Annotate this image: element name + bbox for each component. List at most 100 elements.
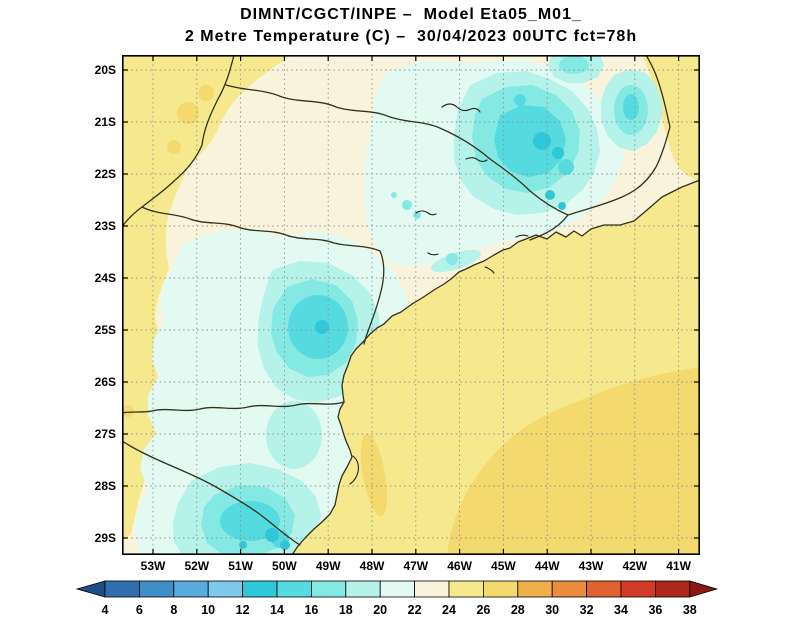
colorbar-segment [207, 580, 243, 598]
field-16-18 [413, 211, 421, 219]
ocean-warm-core-26-28 [447, 367, 700, 555]
lat-label-25S: 25S [94, 323, 116, 337]
colorbar-tick-label: 22 [408, 603, 422, 617]
lat-label-22S: 22S [94, 167, 116, 181]
field-12-14 [315, 320, 329, 334]
lat-label-20S: 20S [94, 63, 116, 77]
colorbar-segment [139, 580, 175, 598]
colorbar-tick-label: 28 [511, 603, 525, 617]
colorbar-arrow-left [75, 580, 106, 598]
colorbar-tick-label: 16 [304, 603, 318, 617]
lon-axis: 53W 52W 51W 50W 49W 48W 47W 46W 45W 44W 43W 42W 41W [122, 559, 700, 575]
field-layer [122, 55, 700, 555]
lat-axis: 20S 21S 22S 23S 24S 25S 26S 27S 28S 29S [78, 55, 118, 555]
colorbar-segment [379, 580, 416, 598]
field-14-16 [558, 159, 574, 175]
colorbar-segment [310, 580, 347, 598]
island-mark-florianopolis [349, 455, 359, 485]
colorbar-tick-label: 32 [580, 603, 594, 617]
colorbar-tick-label: 12 [236, 603, 250, 617]
reservoir-squiggle [465, 157, 488, 163]
title-line-2: 2 Metre Temperature (C) – 30/04/2023 00U… [184, 28, 638, 45]
field-14-16 [623, 94, 639, 120]
colorbar-segment [482, 580, 519, 598]
colorbar-tick-label: 26 [476, 603, 490, 617]
ocean-warm-tongue-26-28 [360, 433, 388, 517]
lon-label-46W: 46W [447, 559, 472, 573]
grid-lines [122, 55, 700, 555]
field-14-16 [494, 105, 566, 177]
colorbar-segment [414, 580, 450, 598]
lon-label-42W: 42W [622, 559, 648, 573]
colorbar-segment [104, 580, 140, 598]
field-14-16 [529, 110, 539, 120]
colorbar-segment [586, 580, 622, 598]
lon-label-47W: 47W [403, 559, 429, 573]
state-border-mg-sp-rj-es [225, 55, 671, 216]
field-16-18 [402, 200, 412, 210]
lat-label-29S: 29S [94, 531, 116, 545]
temperature-field-map [122, 55, 700, 555]
lon-label-53W: 53W [140, 559, 166, 573]
colorbar-tick-label: 8 [170, 603, 177, 617]
field-warm-spot [198, 85, 214, 101]
colorbar-segment [517, 580, 553, 598]
field-16-18 [446, 253, 458, 265]
lon-label-48W: 48W [359, 559, 385, 573]
lat-label-28S: 28S [94, 479, 116, 493]
field-warm-spot [167, 140, 181, 154]
colorbar-segment [655, 580, 691, 598]
field-14-16 [514, 94, 526, 106]
field-16-18 [559, 56, 589, 74]
colorbar-tick-label: 20 [373, 603, 387, 617]
colorbar-segment [173, 580, 209, 598]
state-border-sp-rj [529, 214, 569, 241]
coastline [291, 179, 700, 555]
colorbar-tick-label: 6 [136, 603, 143, 617]
colorbar-tick-label: 38 [683, 603, 697, 617]
lat-label-21S: 21S [94, 115, 116, 129]
field-warm-spot [177, 102, 199, 124]
field-18-20 [266, 401, 322, 469]
lon-label-49W: 49W [315, 559, 341, 573]
state-border-sc-rs [122, 440, 301, 546]
colorbar-tick-label: 14 [270, 603, 284, 617]
lon-label-41W: 41W [666, 559, 691, 573]
colorbar-tick-label: 4 [102, 603, 109, 617]
lon-label-45W: 45W [491, 559, 516, 573]
colorbar-segment [242, 580, 278, 598]
field-14-16 [220, 501, 280, 541]
colorbar-segment [448, 580, 484, 598]
field-16-18 [391, 192, 397, 198]
lon-label-44W: 44W [534, 559, 560, 573]
lat-label-27S: 27S [94, 427, 116, 441]
map-frame-border [122, 55, 700, 555]
island-mark [515, 234, 529, 238]
lat-label-23S: 23S [94, 219, 116, 233]
field-warm-spot [122, 405, 134, 417]
lon-label-51W: 51W [228, 559, 253, 573]
colorbar-tick-label: 36 [648, 603, 662, 617]
field-12-14 [265, 528, 279, 542]
colorbar: 4 6 8 10 12 14 16 18 20 22 24 26 28 30 32 34 36 38 [75, 578, 725, 618]
state-border-parana-river [122, 55, 235, 228]
reservoir-squiggle [427, 252, 439, 256]
lon-label-52W: 52W [184, 559, 210, 573]
reservoir-squiggle [415, 210, 437, 216]
lon-label-50W: 50W [272, 559, 297, 573]
lon-label-43W: 43W [578, 559, 604, 573]
colorbar-segment [345, 580, 381, 598]
colorbar-segment [620, 580, 656, 598]
colorbar-tick-label: 24 [442, 603, 456, 617]
lat-label-24S: 24S [94, 271, 116, 285]
reservoir-squiggle [441, 103, 481, 113]
colorbar-tick-label: 10 [201, 603, 215, 617]
title-line-1: DIMNT/CGCT/INPE – Model Eta05_M01_ [240, 6, 582, 23]
field-12-14 [280, 540, 290, 550]
colorbar-tick-label: 18 [339, 603, 353, 617]
colorbar-tick-label: 34 [614, 603, 628, 617]
map-lines [122, 55, 700, 555]
lat-label-26S: 26S [94, 375, 116, 389]
field-12-14 [239, 541, 247, 549]
